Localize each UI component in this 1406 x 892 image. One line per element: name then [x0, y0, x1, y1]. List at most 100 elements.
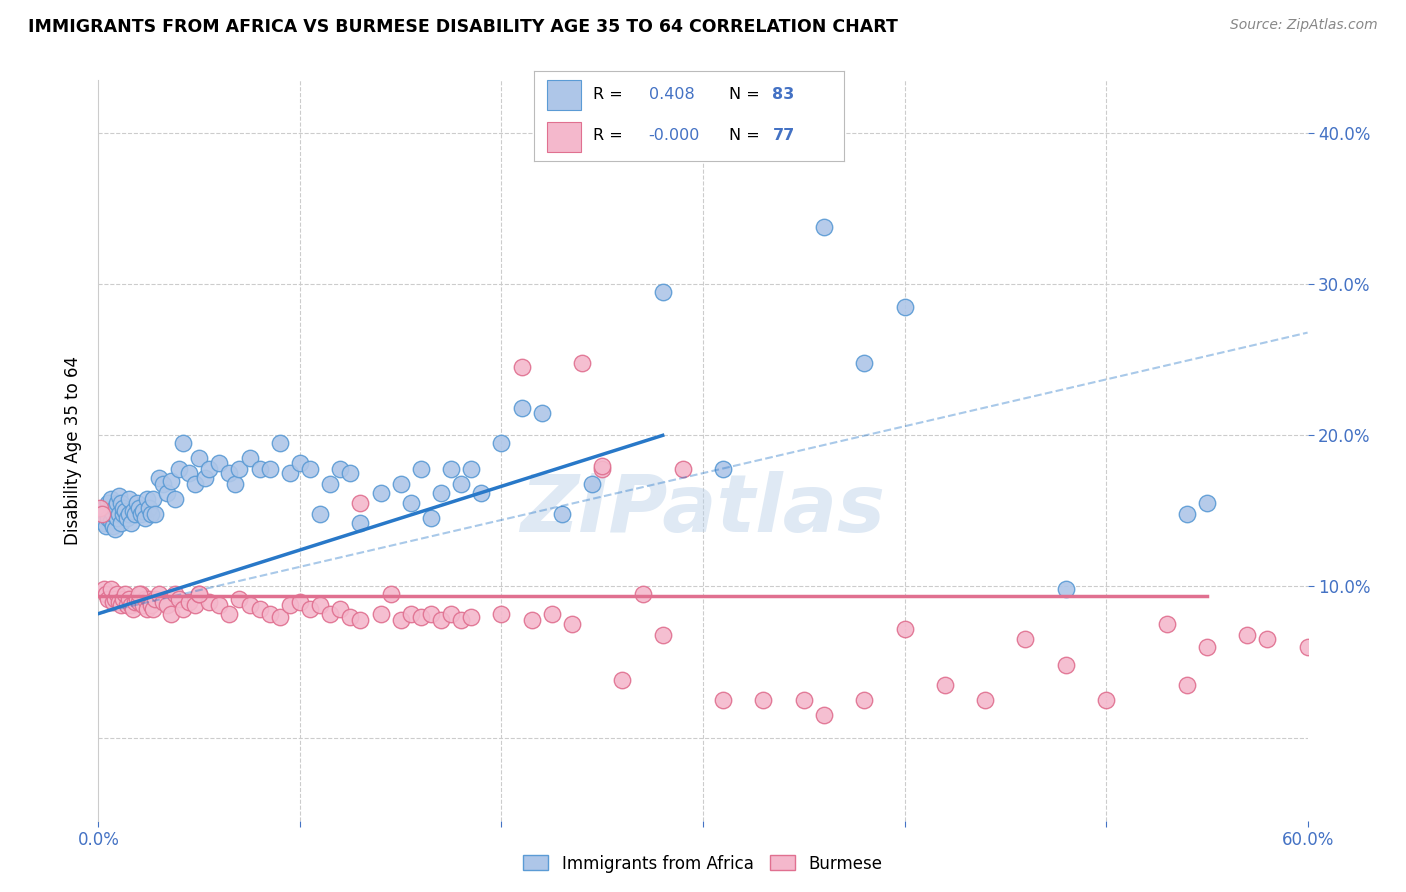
Point: [128, 500, 150, 515]
Point: [110, 598, 132, 612]
Point: [711, 692, 734, 706]
Point: [198, 594, 221, 608]
Point: [309, 598, 332, 612]
Point: [208, 598, 231, 612]
Point: [139, 598, 162, 612]
Point: [143, 591, 166, 606]
Point: [1256, 632, 1278, 647]
Point: [110, 496, 132, 510]
Point: [1195, 496, 1218, 510]
Text: 77: 77: [772, 128, 794, 143]
Point: [853, 356, 876, 370]
Point: [142, 491, 165, 506]
Point: [1236, 628, 1258, 642]
Point: [793, 692, 815, 706]
Point: [128, 594, 150, 608]
Point: [571, 356, 593, 370]
Point: [121, 504, 143, 518]
Point: [349, 516, 371, 530]
Point: [101, 507, 124, 521]
Point: [114, 587, 136, 601]
Point: [450, 476, 472, 491]
Point: [329, 461, 352, 475]
Point: [651, 285, 673, 299]
Point: [591, 461, 613, 475]
Point: [1054, 582, 1077, 597]
Point: [1156, 617, 1178, 632]
Point: [409, 609, 432, 624]
Point: [156, 598, 179, 612]
Point: [208, 456, 231, 470]
Point: [711, 461, 734, 475]
Point: [124, 507, 146, 521]
Point: [107, 489, 129, 503]
Point: [1054, 658, 1077, 673]
Point: [551, 507, 574, 521]
Point: [349, 496, 371, 510]
Point: [120, 598, 142, 612]
Point: [339, 609, 361, 624]
Point: [97, 496, 120, 510]
Point: [105, 511, 128, 525]
Point: [93, 516, 115, 530]
Point: [134, 591, 156, 606]
Point: [440, 461, 463, 475]
Point: [249, 461, 271, 475]
Point: [115, 598, 138, 612]
Point: [124, 594, 146, 608]
Point: [125, 496, 148, 510]
Point: [91, 507, 114, 521]
Point: [399, 607, 422, 621]
Point: [152, 476, 174, 491]
Point: [430, 613, 453, 627]
Point: [269, 609, 291, 624]
Point: [430, 485, 453, 500]
Point: [118, 591, 141, 606]
Point: [184, 476, 207, 491]
Point: [97, 511, 120, 525]
Point: [148, 587, 170, 601]
Point: [129, 587, 152, 601]
Text: ZIPatlas: ZIPatlas: [520, 471, 886, 549]
Point: [121, 602, 143, 616]
Point: [259, 461, 281, 475]
Point: [172, 436, 194, 450]
Point: [111, 507, 134, 521]
Point: [179, 594, 201, 608]
Point: [299, 602, 322, 616]
FancyBboxPatch shape: [547, 122, 581, 152]
Point: [188, 587, 211, 601]
Point: [179, 466, 201, 480]
Point: [89, 500, 111, 515]
Point: [218, 607, 240, 621]
Point: [752, 692, 775, 706]
Point: [631, 587, 654, 601]
Point: [269, 436, 291, 450]
Point: [93, 582, 115, 597]
Point: [118, 507, 141, 521]
Point: [259, 607, 281, 621]
Point: [105, 587, 128, 601]
Point: [420, 511, 443, 525]
Point: [111, 500, 134, 515]
Text: Source: ZipAtlas.com: Source: ZipAtlas.com: [1230, 18, 1378, 32]
Point: [370, 607, 392, 621]
Point: [380, 587, 402, 601]
Y-axis label: Disability Age 35 to 64: Disability Age 35 to 64: [65, 356, 83, 545]
Point: [138, 500, 160, 515]
Point: [103, 522, 125, 536]
Point: [278, 598, 301, 612]
Point: [114, 504, 136, 518]
Point: [228, 591, 250, 606]
Point: [349, 613, 371, 627]
Point: [1296, 640, 1319, 654]
Point: [188, 450, 211, 465]
Point: [530, 406, 553, 420]
Point: [107, 594, 129, 608]
Point: [319, 476, 342, 491]
Text: R =: R =: [593, 87, 623, 102]
Text: 83: 83: [772, 87, 794, 102]
Point: [110, 516, 132, 530]
Point: [152, 594, 174, 608]
Point: [672, 461, 695, 475]
